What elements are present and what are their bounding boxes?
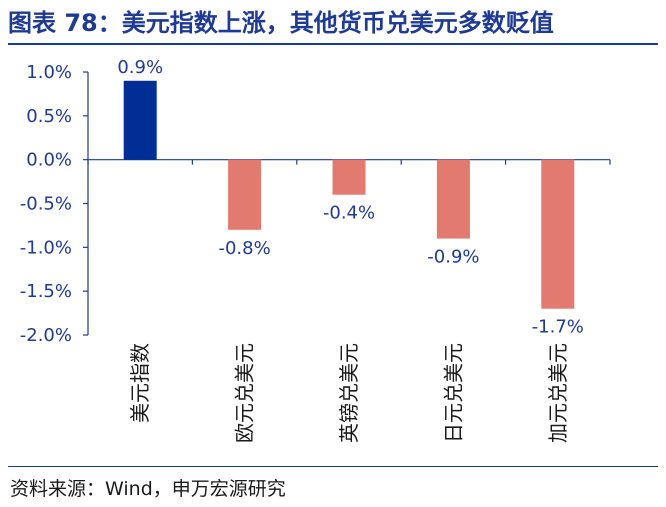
bar [436, 159, 470, 239]
data-label: -1.7% [532, 317, 584, 338]
figure-title: 图表 78：美元指数上涨，其他货币兑美元多数贬值 [8, 9, 554, 37]
category-label: 加元兑美元 [546, 343, 570, 443]
category-label: 欧元兑美元 [233, 343, 257, 443]
y-tick-label: 0.5% [26, 106, 72, 127]
y-tick-label: -0.5% [20, 194, 72, 215]
bar [541, 159, 575, 309]
data-label: -0.4% [323, 203, 375, 224]
bar [332, 159, 366, 195]
y-tick-label: -2.0% [20, 325, 72, 346]
bar [228, 159, 262, 230]
y-tick-label: 1.0% [26, 62, 72, 83]
bar [123, 80, 157, 160]
source-divider [8, 466, 658, 467]
source-note: 资料来源：Wind，申万宏源研究 [10, 478, 286, 500]
y-tick-label: -1.5% [20, 281, 72, 302]
category-label: 美元指数 [128, 343, 152, 423]
category-label: 英镑兑美元 [337, 343, 361, 443]
data-label: -0.8% [218, 238, 270, 259]
category-label: 日元兑美元 [441, 343, 465, 443]
title-divider [8, 43, 658, 45]
data-label: -0.9% [427, 247, 479, 268]
bar-chart: 1.0% 0.5% 0.0% -0.5% -1.0% -1.5% -2.0% 0.9% 美元指数… [20, 57, 611, 443]
data-label: 0.9% [117, 57, 163, 78]
y-tick-label: -1.0% [20, 237, 72, 258]
y-tick-label: 0.0% [26, 150, 72, 171]
